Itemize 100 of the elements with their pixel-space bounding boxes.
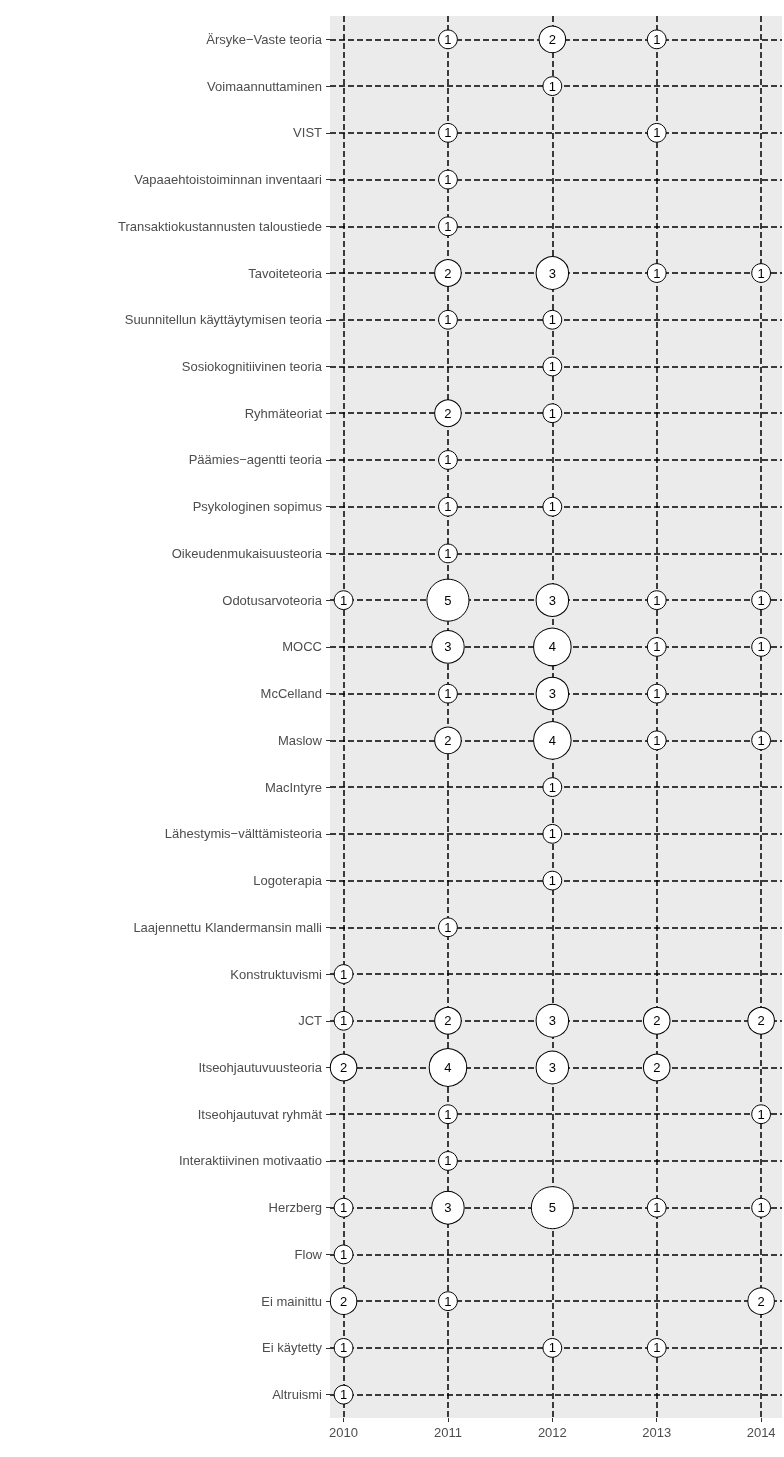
annotation: 2 <box>444 732 452 748</box>
annotation: 1 <box>339 966 348 982</box>
x-tick-label: 2012 <box>537 1425 567 1440</box>
y-tick-label: Tavoiteteoria <box>248 265 323 281</box>
y-tick-label: Päämies−agentti teoria <box>188 452 323 468</box>
annotation: 1 <box>653 1340 661 1356</box>
y-tick-label: Ärsyke−Vaste teoria <box>206 31 323 47</box>
annotation: 1 <box>757 732 765 748</box>
x-tick-label: 2010 <box>329 1425 359 1440</box>
annotation: 1 <box>757 592 765 608</box>
annotation: 1 <box>653 125 661 141</box>
y-tick-label: McCelland <box>260 686 322 702</box>
annotation: 3 <box>548 1013 556 1029</box>
y-tick-label: Herzberg <box>268 1200 322 1216</box>
y-tick-label: MOCC <box>282 639 322 655</box>
annotation: 1 <box>757 1106 765 1122</box>
annotation: 1 <box>653 732 661 748</box>
annotation: 2 <box>444 265 452 281</box>
annotation: 1 <box>339 1387 348 1403</box>
annotation: 1 <box>339 592 348 608</box>
annotation: 1 <box>444 452 452 468</box>
annotation: 1 <box>548 873 556 889</box>
annotation: 1 <box>548 359 556 374</box>
annotation: 3 <box>548 592 556 608</box>
y-tick-label: Oikeudenmukaisuusteoria <box>171 545 323 561</box>
annotation: 2 <box>548 31 556 47</box>
annotation: 3 <box>548 1060 556 1075</box>
y-tick-label: Logoterapia <box>253 873 323 889</box>
annotation: 5 <box>548 1200 556 1216</box>
y-tick-label: Odotusarvoteoria <box>222 592 323 608</box>
annotation: 1 <box>444 31 452 47</box>
annotation: 4 <box>444 1060 452 1075</box>
annotation: 3 <box>444 639 452 655</box>
y-tick-label: Vapaaehtoistoiminnan inventaari <box>134 172 323 188</box>
annotation: 1 <box>339 1246 348 1262</box>
x-tick-label: 2013 <box>642 1425 672 1440</box>
annotation: 2 <box>757 1293 765 1309</box>
y-tick-label: Konstruktuvismi <box>230 966 323 982</box>
x-tick-label: 2014 <box>746 1425 776 1440</box>
annotation: 2 <box>339 1060 348 1075</box>
annotation: 1 <box>444 686 452 702</box>
y-tick-label: Lähestymis−välttämisteoria <box>164 826 323 842</box>
y-tick-label: Maslow <box>277 732 323 748</box>
annotation: 1 <box>444 125 452 141</box>
annotation: 5 <box>444 592 452 608</box>
annotation: 1 <box>444 172 452 188</box>
annotation: 1 <box>757 639 765 655</box>
annotation: 1 <box>444 545 452 561</box>
annotation: 2 <box>757 1013 765 1029</box>
y-tick-label: Sosiokognitiivinen teoria <box>181 359 323 374</box>
y-tick-label: Transaktiokustannusten taloustiede <box>117 218 322 234</box>
annotation: 2 <box>444 1013 452 1029</box>
y-tick-label: Suunnitellun käyttäytymisen teoria <box>124 312 323 328</box>
annotation: 3 <box>548 686 556 702</box>
annotation: 1 <box>444 1293 452 1309</box>
annotation: 1 <box>653 1200 661 1216</box>
y-tick-label: Voimaannuttaminen <box>207 78 322 94</box>
annotation: 1 <box>653 639 661 655</box>
y-tick-label: Interaktiivinen motivaatio <box>178 1153 322 1169</box>
annotation: 2 <box>653 1060 661 1075</box>
y-tick-label: Ei mainittu <box>261 1293 322 1309</box>
annotation: 1 <box>548 1340 556 1356</box>
y-tick-label: Laajennettu Klandermansin malli <box>133 919 323 935</box>
annotation: 1 <box>444 919 452 935</box>
annotation: 4 <box>548 732 556 748</box>
y-tick-label: Ryhmäteoriat <box>244 405 323 421</box>
annotation: 1 <box>548 312 556 328</box>
y-tick-label: Flow <box>294 1246 323 1262</box>
annotation: 3 <box>444 1200 452 1216</box>
annotation: 4 <box>548 639 556 655</box>
annotation: 1 <box>444 499 452 515</box>
annotation: 1 <box>444 1153 452 1169</box>
y-tick-label: Itseohjautuvuusteoria <box>198 1060 323 1075</box>
annotation: 1 <box>339 1200 348 1216</box>
annotation: 1 <box>548 405 556 421</box>
annotation: 1 <box>757 265 765 281</box>
y-tick-label: Psykologinen sopimus <box>192 499 323 515</box>
y-tick-label: MacIntyre <box>264 779 322 795</box>
annotation: 1 <box>548 499 556 515</box>
annotation: 1 <box>444 218 452 234</box>
x-tick-label: 2011 <box>433 1425 462 1440</box>
annotation: 1 <box>444 312 452 328</box>
annotation: 1 <box>548 779 556 795</box>
annotation: 1 <box>653 31 661 47</box>
y-tick-label: Ei käytetty <box>262 1340 323 1356</box>
annotation: 1 <box>444 1106 452 1122</box>
annotation: 1 <box>548 78 556 94</box>
y-tick-label: VIST <box>293 125 323 141</box>
annotation: 2 <box>653 1013 661 1029</box>
annotation: 1 <box>653 265 661 281</box>
annotation: 2 <box>339 1293 348 1309</box>
annotation: 3 <box>548 265 556 281</box>
annotation: 2 <box>444 405 452 421</box>
y-tick-label: JCT <box>298 1013 323 1029</box>
annotation: 1 <box>653 592 661 608</box>
annotation: 1 <box>339 1013 348 1029</box>
y-tick-label: Itseohjautuvat ryhmät <box>197 1106 323 1122</box>
annotation: 1 <box>757 1200 765 1216</box>
annotation: 1 <box>339 1340 348 1356</box>
annotation: 1 <box>653 686 661 702</box>
